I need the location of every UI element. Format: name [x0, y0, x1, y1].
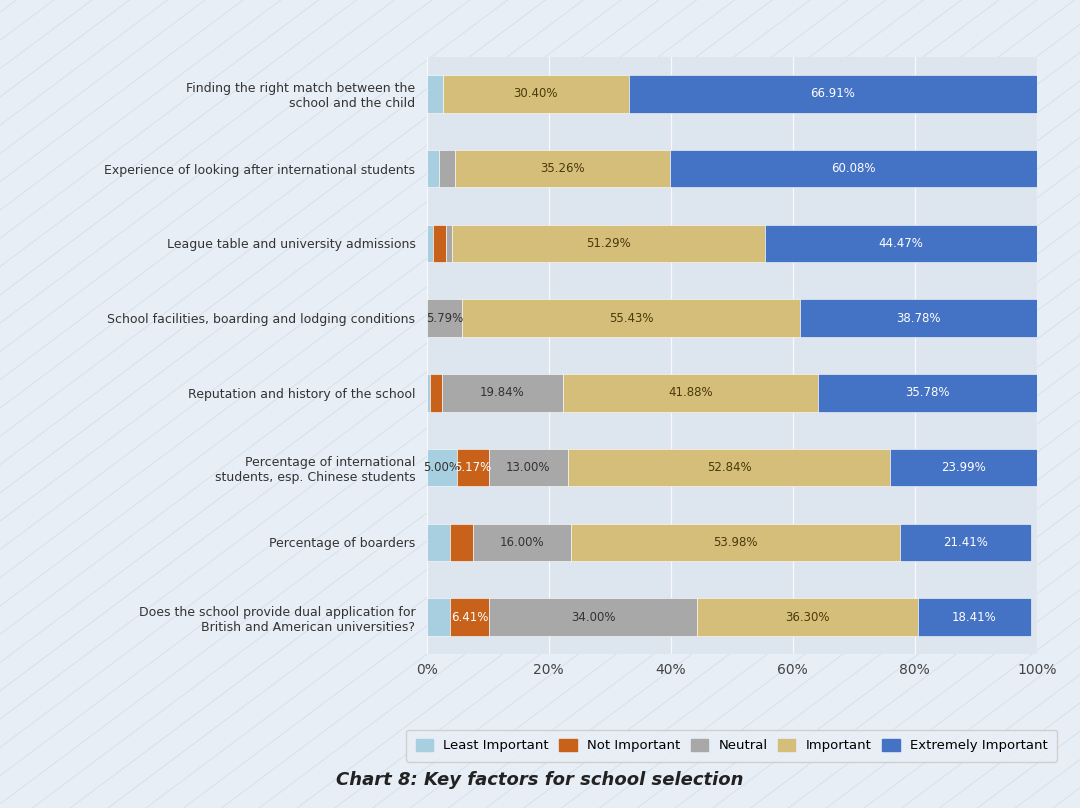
Bar	[568, 449, 890, 486]
Text: 18.41%: 18.41%	[953, 611, 997, 624]
Bar	[697, 599, 918, 636]
Bar	[457, 449, 488, 486]
Text: 30.40%: 30.40%	[513, 87, 558, 100]
Bar	[433, 225, 446, 262]
Bar	[430, 374, 442, 411]
Bar	[766, 225, 1037, 262]
Bar	[450, 524, 473, 561]
Text: 51.29%: 51.29%	[586, 237, 632, 250]
Bar	[489, 599, 697, 636]
Bar	[488, 449, 568, 486]
Text: 60.08%: 60.08%	[832, 162, 876, 175]
Bar	[453, 225, 766, 262]
Bar	[443, 75, 629, 112]
Bar	[427, 150, 438, 187]
Bar	[427, 75, 443, 112]
Text: 13.00%: 13.00%	[507, 461, 551, 474]
Bar	[438, 150, 455, 187]
Bar	[427, 599, 450, 636]
Bar	[446, 225, 453, 262]
Text: 66.91%: 66.91%	[810, 87, 855, 100]
Bar	[570, 524, 900, 561]
Bar	[450, 599, 489, 636]
Bar	[629, 75, 1037, 112]
Bar	[900, 524, 1030, 561]
Text: 34.00%: 34.00%	[571, 611, 616, 624]
Bar	[473, 524, 570, 561]
Text: 53.98%: 53.98%	[713, 536, 757, 549]
Text: 6.41%: 6.41%	[451, 611, 488, 624]
Text: 5.79%: 5.79%	[426, 312, 463, 325]
Bar	[427, 300, 462, 337]
Text: 55.43%: 55.43%	[609, 312, 653, 325]
Text: 16.00%: 16.00%	[500, 536, 544, 549]
Text: 21.41%: 21.41%	[943, 536, 988, 549]
Bar	[819, 374, 1037, 411]
Text: 36.30%: 36.30%	[785, 611, 829, 624]
Legend: Least Important, Not Important, Neutral, Important, Extremely Important: Least Important, Not Important, Neutral,…	[406, 730, 1057, 762]
Bar	[427, 524, 450, 561]
Text: 19.84%: 19.84%	[480, 386, 525, 399]
Text: 52.84%: 52.84%	[707, 461, 752, 474]
Text: 35.26%: 35.26%	[540, 162, 585, 175]
Text: 5.17%: 5.17%	[455, 461, 491, 474]
Bar	[671, 150, 1037, 187]
Bar	[800, 300, 1037, 337]
Text: 38.78%: 38.78%	[896, 312, 941, 325]
Bar	[462, 300, 800, 337]
Bar	[918, 599, 1030, 636]
Bar	[890, 449, 1037, 486]
Bar	[427, 374, 430, 411]
Bar	[563, 374, 819, 411]
Bar	[455, 150, 671, 187]
Text: 5.00%: 5.00%	[423, 461, 460, 474]
Text: 44.47%: 44.47%	[879, 237, 923, 250]
Bar	[442, 374, 563, 411]
Text: Chart 8: Key factors for school selection: Chart 8: Key factors for school selectio…	[336, 771, 744, 789]
Bar	[427, 449, 457, 486]
Text: 41.88%: 41.88%	[669, 386, 713, 399]
Text: 35.78%: 35.78%	[905, 386, 950, 399]
Bar	[427, 225, 433, 262]
Text: 23.99%: 23.99%	[942, 461, 986, 474]
